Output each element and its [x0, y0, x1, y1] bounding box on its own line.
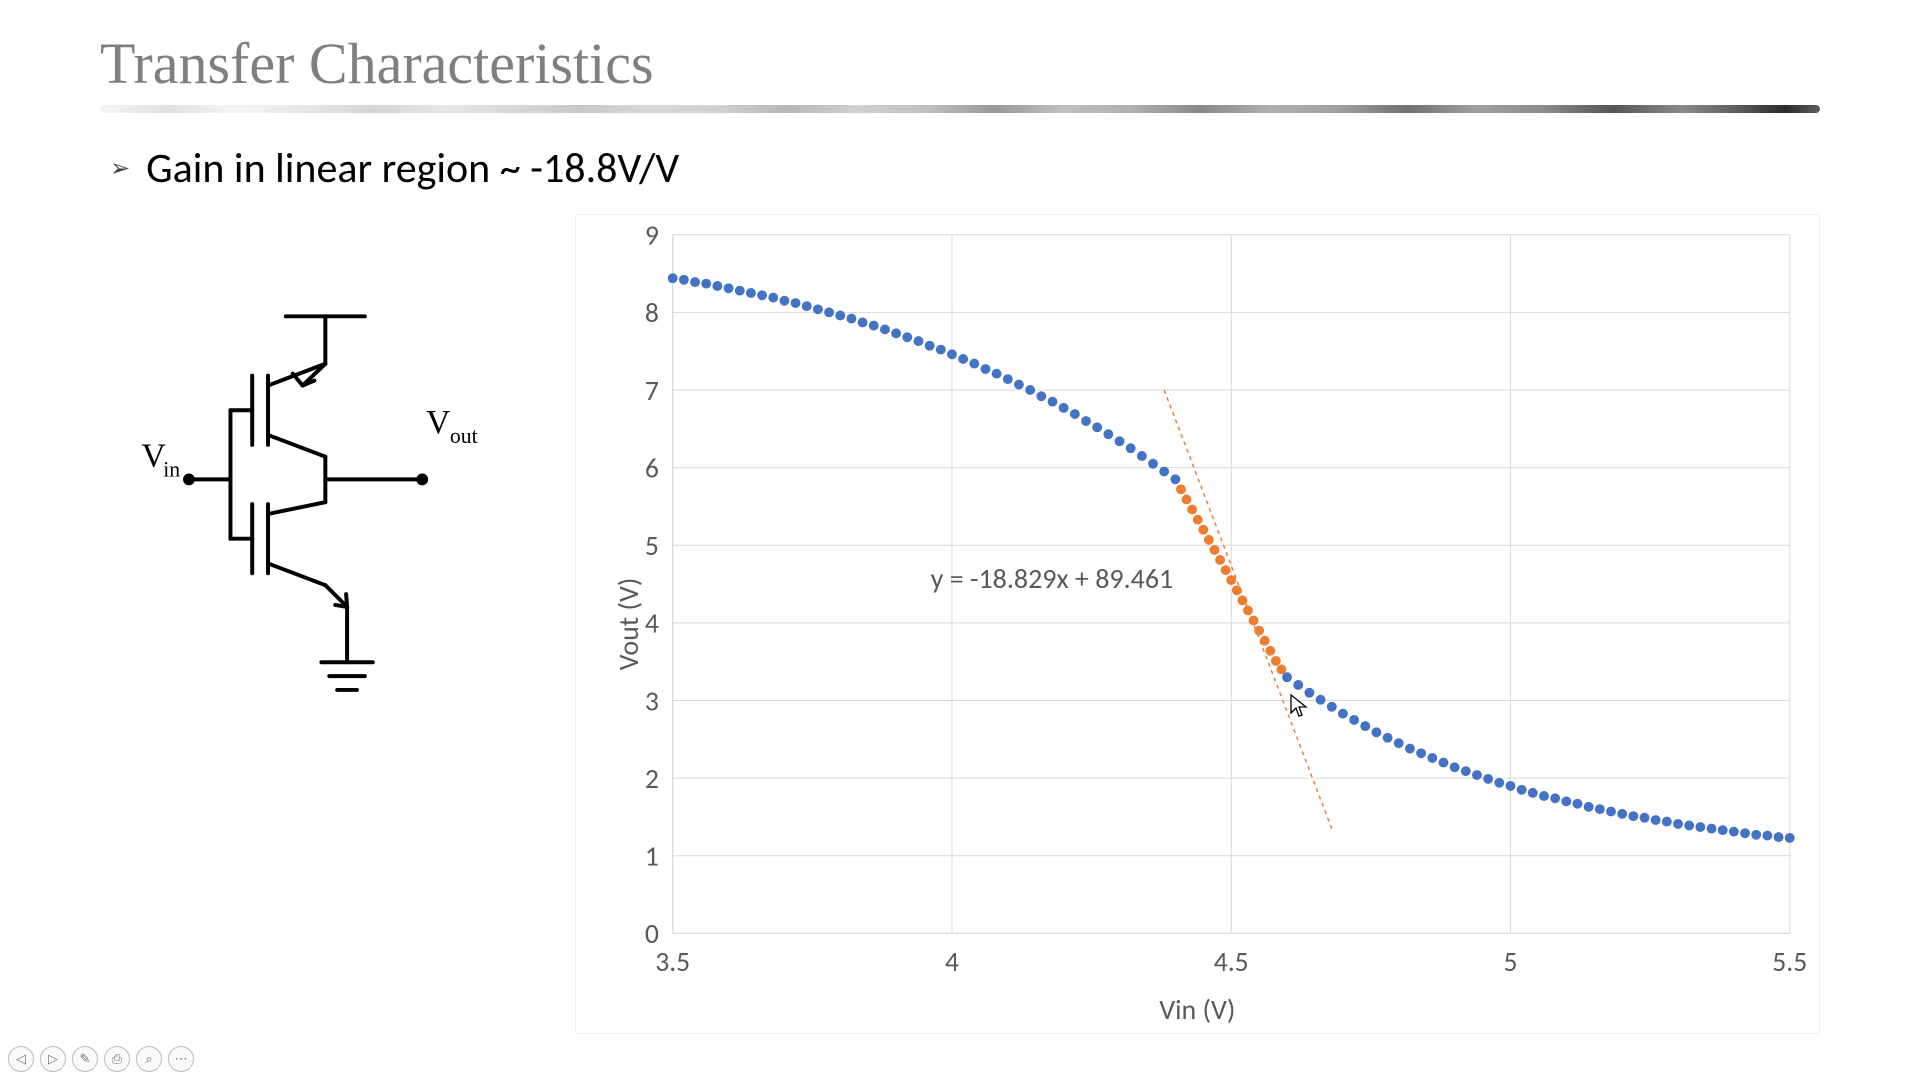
svg-text:out: out — [450, 424, 478, 448]
chart-svg: 3.5 4 4.5 5 5.5 0 1 2 3 4 5 6 7 8 9 — [576, 215, 1819, 1024]
divider — [100, 105, 1820, 113]
svg-text:5.5: 5.5 — [1772, 946, 1807, 979]
next-button[interactable]: ▷ — [40, 1046, 66, 1072]
menu-button[interactable]: ⋯ — [168, 1046, 194, 1072]
circuit-vout-label: V — [426, 404, 450, 441]
bullet-arrow-icon: ➢ — [110, 154, 130, 183]
svg-text:1: 1 — [645, 841, 659, 874]
svg-text:6: 6 — [645, 452, 659, 485]
zoom-button[interactable]: ⌕ — [136, 1046, 162, 1072]
svg-text:4.5: 4.5 — [1213, 946, 1248, 979]
svg-text:7: 7 — [645, 375, 659, 408]
svg-text:3.5: 3.5 — [655, 946, 690, 979]
prev-button[interactable]: ◁ — [8, 1046, 34, 1072]
svg-text:3: 3 — [645, 685, 659, 718]
svg-text:4: 4 — [945, 946, 959, 979]
svg-text:5: 5 — [1503, 946, 1517, 979]
bullet: ➢ Gain in linear region ~ -18.8V/V — [100, 143, 1820, 194]
y-axis-label: Vout (V) — [611, 578, 646, 671]
transfer-chart: 3.5 4 4.5 5 5.5 0 1 2 3 4 5 6 7 8 9 Vout (V) Vin (V) y… — [575, 214, 1820, 1034]
svg-text:8: 8 — [645, 297, 659, 330]
subtitle-button[interactable]: ⎙ — [104, 1046, 130, 1072]
svg-text:in: in — [163, 457, 180, 481]
pen-button[interactable]: ✎ — [72, 1046, 98, 1072]
page-title: Transfer Characteristics — [100, 30, 1820, 97]
svg-text:5: 5 — [645, 530, 659, 563]
circuit-vin-label: V — [142, 438, 166, 475]
svg-text:0: 0 — [645, 918, 659, 951]
bullet-text: Gain in linear region ~ -18.8V/V — [146, 143, 679, 194]
trendline-equation: y = -18.829x + 89.461 — [931, 561, 1174, 596]
svg-text:4: 4 — [645, 608, 659, 641]
svg-text:2: 2 — [645, 763, 659, 796]
svg-text:9: 9 — [645, 220, 659, 253]
circuit-diagram: V in V out — [100, 254, 555, 774]
presentation-toolbar: ◁▷✎⎙⌕⋯ — [8, 1046, 194, 1072]
x-axis-label: Vin (V) — [1159, 992, 1235, 1027]
